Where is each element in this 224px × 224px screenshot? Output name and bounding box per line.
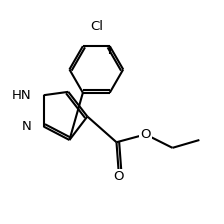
Text: O: O [114,170,124,183]
Text: Cl: Cl [90,20,103,33]
Text: O: O [140,128,151,141]
Text: N: N [22,120,31,133]
Text: HN: HN [12,89,31,102]
